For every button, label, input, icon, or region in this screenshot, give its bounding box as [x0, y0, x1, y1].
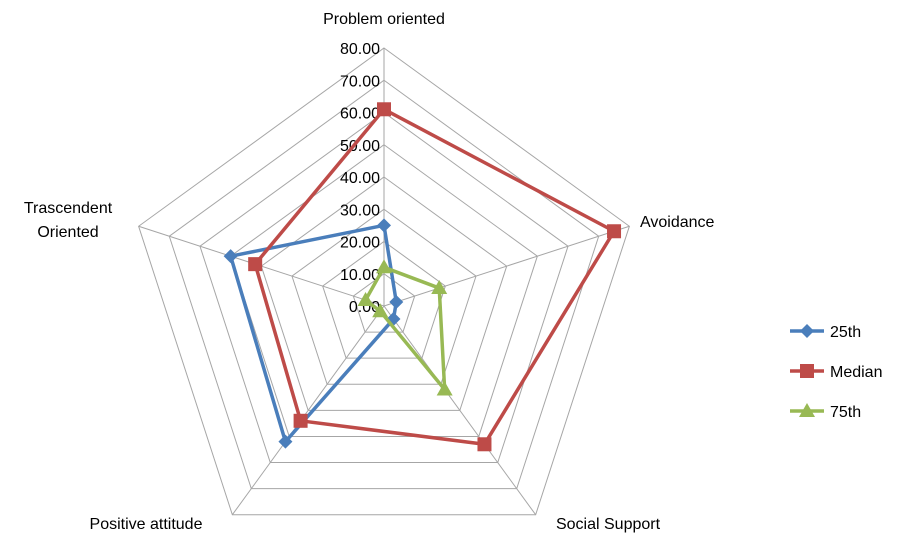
series-line-2	[363, 265, 447, 392]
tick-label-6: 60.00	[340, 106, 380, 123]
axis-label-0: Problem oriented	[323, 11, 445, 28]
tick-label-1: 10.00	[340, 267, 380, 284]
legend-marker-0	[800, 324, 814, 338]
series-1-point-1	[607, 224, 622, 239]
legend: 25th Median 75th	[790, 324, 882, 421]
series-0-point-0	[377, 218, 391, 233]
legend-label-0: 25th	[830, 324, 861, 341]
series-0-point-4	[223, 249, 238, 264]
series-1-point-4	[248, 257, 263, 272]
grid-layer	[138, 47, 630, 516]
series-0-point-1	[389, 295, 404, 310]
series-0-point-3	[278, 434, 293, 449]
axis-label-2: Social Support	[556, 516, 661, 533]
legend-marker-1	[800, 364, 814, 378]
legend-item-2: 75th	[790, 403, 861, 421]
grid-ring-5	[230, 144, 538, 437]
series-line-1	[253, 107, 616, 447]
axis-label-1: Avoidance	[640, 214, 715, 231]
series-line-0	[228, 223, 399, 444]
series-2-point-3	[372, 303, 389, 318]
series-layer	[223, 102, 622, 452]
series-1-point-3	[293, 413, 308, 428]
series-1	[248, 102, 622, 452]
series-2-point-0	[376, 259, 392, 274]
series-1-point-0	[377, 102, 391, 117]
spoke-2	[383, 305, 537, 516]
legend-item-0: 25th	[790, 324, 861, 341]
spoke-1	[383, 225, 630, 307]
legend-label-1: Median	[830, 364, 882, 381]
grid-ring-8	[138, 47, 630, 516]
legend-item-1: Median	[790, 364, 882, 381]
spoke-3	[231, 305, 385, 516]
axis-labels: Problem oriented Avoidance Social Support P…	[24, 11, 715, 533]
series-2	[357, 259, 453, 396]
tick-label-7: 70.00	[340, 73, 380, 90]
series-1-point-2	[477, 437, 492, 452]
axis-label-3: Positive attitude	[90, 516, 203, 533]
legend-marker-2	[799, 403, 815, 417]
grid-ring-2	[322, 240, 446, 359]
tick-label-3: 30.00	[340, 202, 380, 219]
series-2-point-4	[357, 292, 374, 307]
tick-label-4: 40.00	[340, 170, 380, 187]
series-2-point-2	[436, 381, 453, 396]
grid-ring-3	[291, 208, 477, 385]
grid-ring-7	[168, 79, 600, 490]
tick-label-2: 20.00	[340, 235, 380, 252]
series-0	[223, 218, 404, 449]
tick-label-8: 80.00	[340, 41, 380, 58]
grid-ring-6	[199, 111, 569, 464]
grid-ring-4	[260, 176, 508, 411]
axis-label-4: Trascendent Oriented	[24, 200, 113, 241]
tick-labels: 0.0010.0020.0030.0040.0050.0060.0070.008…	[340, 41, 380, 316]
legend-label-2: 75th	[830, 404, 861, 421]
series-2-point-1	[431, 280, 448, 295]
